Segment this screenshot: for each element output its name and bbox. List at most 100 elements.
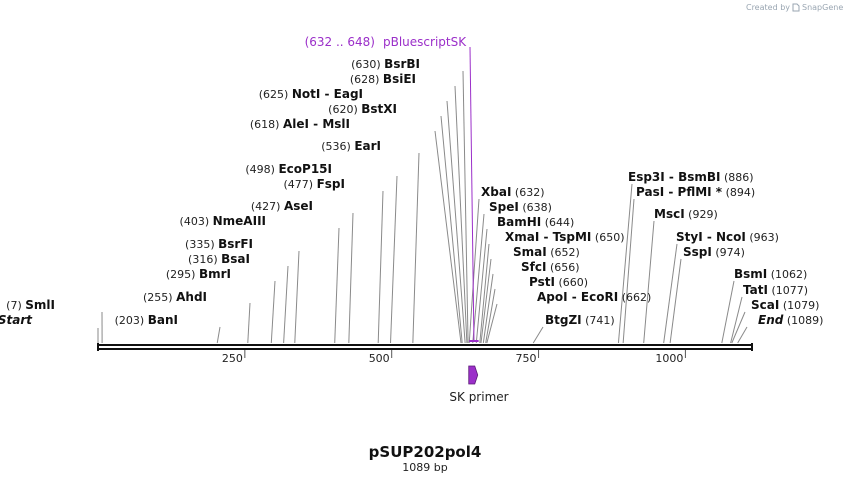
enzyme-name-secondary[interactable]: - MslI bbox=[309, 117, 350, 131]
site-styi[interactable]: StyI - NcoI (963) bbox=[676, 230, 779, 244]
svg-text:StyI - NcoI (963): StyI - NcoI (963) bbox=[676, 230, 779, 244]
svg-text:SpeI (638): SpeI (638) bbox=[489, 200, 552, 214]
enzyme-name[interactable]: SpeI bbox=[489, 200, 519, 214]
site-xmai[interactable]: XmaI - TspMI (650) bbox=[505, 230, 625, 244]
site-eari[interactable]: (536) EarI bbox=[321, 139, 381, 153]
site-bmri[interactable]: (295) BmrI bbox=[166, 267, 231, 281]
leader-noti bbox=[446, 100, 466, 344]
enzyme-name[interactable]: AseI bbox=[284, 199, 313, 213]
enzyme-name[interactable]: PasI bbox=[636, 185, 664, 199]
ruler-axis: 250 500 750 1000 bbox=[222, 350, 686, 365]
enzyme-name[interactable]: Start bbox=[0, 313, 33, 327]
site-bsmi[interactable]: BsmI (1062) bbox=[734, 267, 807, 281]
enzyme-name-secondary[interactable]: - TspMI bbox=[539, 230, 591, 244]
enzyme-name-secondary[interactable]: - EagI bbox=[320, 87, 363, 101]
site-position: (638) bbox=[522, 201, 552, 214]
site-bsrfi[interactable]: (335) BsrFI bbox=[185, 237, 253, 251]
enzyme-name[interactable]: StyI bbox=[676, 230, 703, 244]
site-bsai[interactable]: (316) BsaI bbox=[188, 252, 250, 266]
feature-sk-primer[interactable]: SK primer bbox=[449, 365, 509, 404]
enzyme-name[interactable]: ApoI bbox=[537, 290, 568, 304]
site-sspi[interactable]: SspI (974) bbox=[683, 245, 745, 259]
site-position: (620) bbox=[328, 103, 358, 116]
site-tati[interactable]: TatI (1077) bbox=[743, 283, 808, 297]
enzyme-name[interactable]: SfcI bbox=[521, 260, 546, 274]
feature-label[interactable]: SK primer bbox=[449, 390, 508, 404]
enzyme-name[interactable]: NotI bbox=[292, 87, 321, 101]
site-apoi[interactable]: ApoI - EcoRI (662) bbox=[537, 290, 651, 304]
site-ecop15i[interactable]: (498) EcoP15I bbox=[245, 162, 332, 176]
enzyme-name[interactable]: BsrBI bbox=[384, 57, 420, 71]
site-bamhi[interactable]: BamHI (644) bbox=[497, 215, 574, 229]
site-bani[interactable]: (203) BanI bbox=[115, 313, 178, 327]
enzyme-name[interactable]: BmrI bbox=[199, 267, 231, 281]
site-sfci[interactable]: SfcI (656) bbox=[521, 260, 580, 274]
primer-name-label[interactable]: pBluescriptSK bbox=[383, 35, 467, 49]
site-msci[interactable]: MscI (929) bbox=[654, 207, 718, 221]
site-noti[interactable]: (625) NotI - EagI bbox=[259, 87, 363, 101]
primer-leader-line bbox=[469, 46, 475, 341]
enzyme-name[interactable]: TatI bbox=[743, 283, 768, 297]
enzyme-name[interactable]: BsaI bbox=[221, 252, 250, 266]
enzyme-name[interactable]: ScaI bbox=[751, 298, 779, 312]
svg-text:(0) Start: (0) Start bbox=[0, 313, 33, 327]
enzyme-name[interactable]: AleI bbox=[283, 117, 309, 131]
enzyme-name[interactable]: BsiEI bbox=[383, 72, 416, 86]
site-nmeaiii[interactable]: (403) NmeAIII bbox=[180, 214, 266, 228]
site-ahdi[interactable]: (255) AhdI bbox=[143, 290, 207, 304]
enzyme-name-secondary[interactable]: - BsmBI bbox=[665, 170, 721, 184]
enzyme-name-secondary[interactable]: - PflMI * bbox=[664, 185, 723, 199]
site-start[interactable]: (0) Start bbox=[0, 313, 33, 327]
enzyme-name[interactable]: BtgZI bbox=[545, 313, 582, 327]
site-fspi[interactable]: (477) FspI bbox=[284, 177, 346, 191]
site-smai[interactable]: SmaI (652) bbox=[513, 245, 580, 259]
feature-arrow-icon[interactable] bbox=[468, 365, 479, 385]
enzyme-name-secondary[interactable]: - EcoRI bbox=[568, 290, 619, 304]
site-pasi[interactable]: PasI - PflMI * (894) bbox=[636, 185, 755, 199]
enzyme-name[interactable]: End bbox=[758, 313, 784, 327]
backbone bbox=[97, 343, 753, 351]
site-end[interactable]: End (1089) bbox=[758, 313, 823, 327]
enzyme-name[interactable]: BamHI bbox=[497, 215, 541, 229]
leader-fspi bbox=[377, 190, 384, 344]
leader-pasi bbox=[622, 198, 635, 344]
snapgene-watermark: Created by SnapGene bbox=[746, 3, 843, 12]
site-smli[interactable]: (7) SmlI bbox=[6, 298, 55, 312]
primer-binding[interactable]: (632 .. 648) pBluescriptSK bbox=[305, 35, 479, 342]
enzyme-name[interactable]: XmaI bbox=[505, 230, 539, 244]
enzyme-name[interactable]: FspI bbox=[317, 177, 345, 191]
enzyme-name[interactable]: AhdI bbox=[176, 290, 207, 304]
svg-text:(427) AseI: (427) AseI bbox=[251, 199, 313, 213]
site-xbai[interactable]: XbaI (632) bbox=[481, 185, 545, 199]
site-scai[interactable]: ScaI (1079) bbox=[751, 298, 819, 312]
enzyme-name[interactable]: SmaI bbox=[513, 245, 547, 259]
svg-text:BamHI (644): BamHI (644) bbox=[497, 215, 574, 229]
enzyme-name[interactable]: BanI bbox=[148, 313, 178, 327]
enzyme-name[interactable]: NmeAIII bbox=[213, 214, 266, 228]
enzyme-name[interactable]: XbaI bbox=[481, 185, 511, 199]
enzyme-name[interactable]: BsrFI bbox=[218, 237, 253, 251]
enzyme-name[interactable]: SspI bbox=[683, 245, 712, 259]
enzyme-name[interactable]: MscI bbox=[654, 207, 685, 221]
enzyme-name[interactable]: BsmI bbox=[734, 267, 767, 281]
site-bsrbi[interactable]: (630) BsrBI bbox=[351, 57, 420, 71]
enzyme-name[interactable]: EarI bbox=[354, 139, 381, 153]
enzyme-name[interactable]: Esp3I bbox=[628, 170, 665, 184]
svg-text:(7) SmlI: (7) SmlI bbox=[6, 298, 55, 312]
site-bsiei[interactable]: (628) BsiEI bbox=[350, 72, 416, 86]
enzyme-name-secondary[interactable]: - NcoI bbox=[703, 230, 746, 244]
site-esp3i[interactable]: Esp3I - BsmBI (886) bbox=[628, 170, 754, 184]
site-asei[interactable]: (427) AseI bbox=[251, 199, 313, 213]
leader-smai bbox=[480, 258, 492, 344]
site-bstxi[interactable]: (620) BstXI bbox=[328, 102, 397, 116]
site-psti[interactable]: PstI (660) bbox=[529, 275, 588, 289]
svg-text:(498) EcoP15I: (498) EcoP15I bbox=[245, 162, 332, 176]
enzyme-name[interactable]: PstI bbox=[529, 275, 555, 289]
site-spei[interactable]: SpeI (638) bbox=[489, 200, 552, 214]
enzyme-name[interactable]: SmlI bbox=[25, 298, 55, 312]
enzyme-name[interactable]: BstXI bbox=[361, 102, 397, 116]
leader-alei bbox=[434, 130, 462, 344]
site-alei[interactable]: (618) AleI - MslI bbox=[250, 117, 350, 131]
enzyme-name[interactable]: EcoP15I bbox=[278, 162, 332, 176]
site-btgzi[interactable]: BtgZI (741) bbox=[545, 313, 615, 327]
